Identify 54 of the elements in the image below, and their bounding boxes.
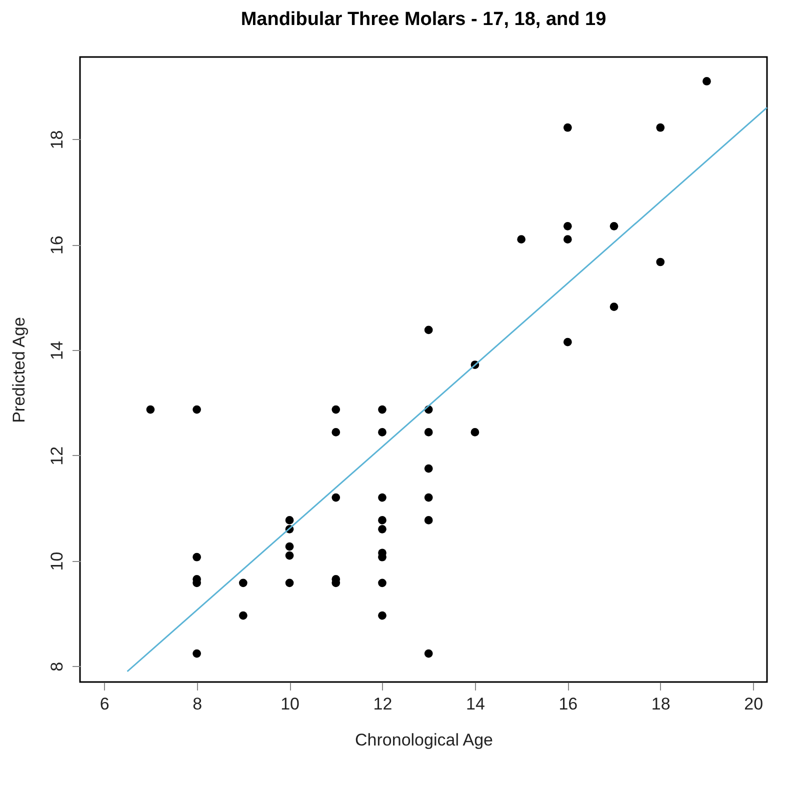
point (238, 578, 248, 588)
point (424, 516, 433, 524)
y-tick-label: 16 (48, 236, 66, 255)
point (238, 611, 248, 620)
point (424, 428, 433, 436)
point (192, 649, 201, 658)
y-tick-label: 12 (48, 446, 66, 466)
y-tick-label: 18 (48, 130, 66, 150)
point (378, 516, 386, 524)
point (285, 551, 294, 560)
point (378, 428, 386, 436)
point (378, 405, 386, 414)
point (146, 405, 155, 414)
x-tick-label: 18 (651, 694, 670, 714)
point (610, 302, 618, 311)
point (332, 493, 340, 502)
x-tick-label: 12 (373, 694, 392, 714)
point (424, 493, 433, 502)
y-axis-title: Predicted Age (10, 317, 28, 423)
x-axis-title: Chronological Age (355, 730, 493, 750)
point (378, 611, 386, 620)
point (424, 649, 433, 658)
x-tick-label: 10 (280, 694, 300, 714)
point (424, 326, 433, 334)
point (332, 405, 340, 414)
point (656, 258, 665, 266)
point (563, 222, 572, 230)
point (332, 428, 340, 436)
x-tick-label: 6 (100, 694, 110, 714)
point (517, 235, 526, 244)
point (563, 235, 572, 244)
point (378, 578, 386, 588)
point (378, 525, 386, 534)
point (470, 428, 480, 436)
x-tick-label: 16 (558, 694, 578, 714)
x-tick-label: 14 (466, 694, 485, 714)
point (702, 77, 711, 86)
y-tick-label: 14 (48, 341, 66, 360)
point (610, 222, 618, 230)
point (424, 464, 433, 473)
point (285, 542, 294, 551)
point (192, 552, 201, 562)
point (192, 405, 201, 414)
y-tick-label: 8 (48, 662, 66, 672)
point (563, 123, 572, 132)
point (378, 493, 386, 502)
x-tick-label: 8 (192, 694, 202, 714)
x-tick-label: 20 (744, 694, 764, 714)
point (563, 338, 572, 346)
chart-title: Mandibular Three Molars - 17, 18, and 19 (240, 9, 606, 30)
y-tick-label: 10 (48, 552, 66, 571)
point (285, 578, 294, 588)
point (656, 123, 665, 132)
point (285, 516, 294, 524)
